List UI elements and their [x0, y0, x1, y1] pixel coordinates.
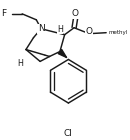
Text: methyl: methyl [108, 30, 127, 35]
Text: O: O [86, 27, 93, 36]
Text: F: F [1, 9, 6, 18]
Text: O: O [72, 9, 79, 18]
Text: H: H [17, 59, 23, 68]
Text: H: H [57, 25, 63, 34]
Text: Cl: Cl [64, 129, 73, 138]
Polygon shape [58, 49, 67, 57]
Text: N: N [38, 24, 44, 33]
